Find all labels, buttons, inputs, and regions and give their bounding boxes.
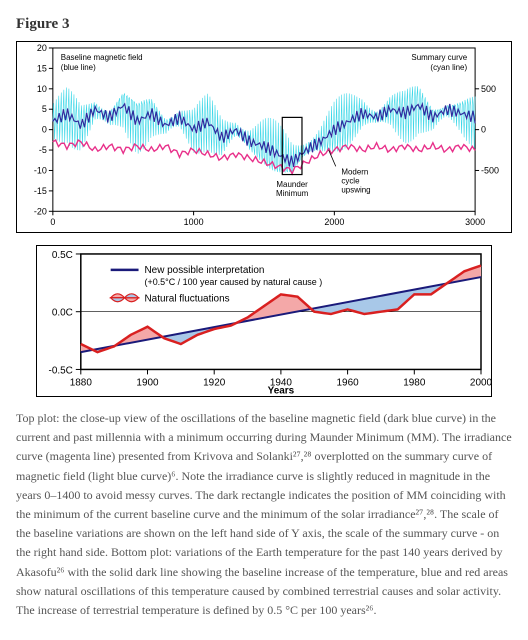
svg-text:1960: 1960 — [337, 377, 360, 388]
svg-text:upswing: upswing — [341, 185, 370, 194]
svg-text:0: 0 — [481, 125, 486, 135]
svg-text:1880: 1880 — [70, 377, 93, 388]
figure-title: Figure 3 — [16, 16, 512, 33]
svg-text:-20: -20 — [34, 206, 47, 216]
svg-text:-5: -5 — [39, 145, 47, 155]
svg-text:-15: -15 — [34, 186, 47, 196]
svg-text:New possible interpretation: New possible interpretation — [145, 265, 265, 276]
svg-text:0.0C: 0.0C — [52, 308, 73, 319]
svg-text:(+0.5°C / 100 year caused by n: (+0.5°C / 100 year caused by natural cau… — [145, 277, 323, 287]
figure-caption: Top plot: the close-up view of the oscil… — [16, 409, 512, 620]
svg-text:0.5C: 0.5C — [52, 250, 73, 261]
svg-text:0: 0 — [50, 217, 55, 227]
svg-text:(blue line): (blue line) — [61, 63, 96, 72]
svg-text:5: 5 — [42, 104, 47, 114]
svg-text:-10: -10 — [34, 165, 47, 175]
svg-text:Baseline magnetic field: Baseline magnetic field — [61, 53, 143, 62]
svg-text:500: 500 — [481, 84, 496, 94]
svg-text:Minimum: Minimum — [276, 189, 309, 198]
svg-text:(cyan line): (cyan line) — [430, 63, 467, 72]
svg-text:cycle: cycle — [341, 177, 360, 186]
svg-text:3000: 3000 — [465, 217, 485, 227]
svg-text:1900: 1900 — [136, 377, 159, 388]
svg-text:10: 10 — [37, 84, 47, 94]
svg-text:Summary curve: Summary curve — [411, 53, 467, 62]
svg-text:Years: Years — [268, 385, 295, 395]
svg-text:Natural fluctuations: Natural fluctuations — [145, 294, 230, 305]
svg-text:1980: 1980 — [403, 377, 426, 388]
svg-text:0: 0 — [42, 125, 47, 135]
svg-text:-500: -500 — [481, 165, 499, 175]
svg-text:20: 20 — [37, 43, 47, 53]
svg-text:Maunder: Maunder — [276, 180, 308, 189]
svg-text:1000: 1000 — [184, 217, 204, 227]
top-chart: -20 -15 -10 -5 0 5 10 15 20 -500 0 500 0 1000 2000 3000… — [16, 41, 512, 233]
svg-text:Modern: Modern — [341, 168, 368, 177]
svg-text:2000: 2000 — [470, 377, 491, 388]
svg-text:15: 15 — [37, 63, 47, 73]
bottom-chart: -0.5C0.0C0.5C188019001920194019601980200… — [36, 245, 492, 397]
svg-text:2000: 2000 — [324, 217, 344, 227]
svg-text:1920: 1920 — [203, 377, 226, 388]
svg-text:-0.5C: -0.5C — [49, 365, 73, 376]
